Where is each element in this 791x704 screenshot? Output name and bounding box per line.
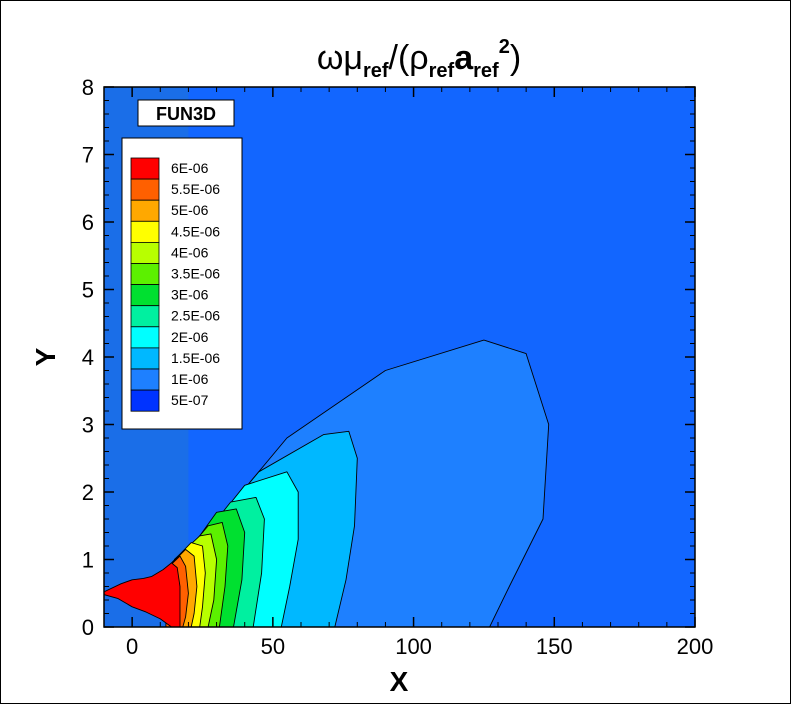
legend-swatch: [130, 368, 160, 391]
title-part: ref: [363, 60, 389, 82]
legend-label: 4.5E-06: [171, 223, 220, 239]
legend-swatch: [130, 284, 160, 307]
x-axis-label: X: [390, 666, 409, 697]
legend-swatch: [130, 263, 160, 286]
legend-swatch: [130, 220, 160, 243]
y-tick-label: 2: [82, 480, 94, 505]
legend-swatch: [130, 157, 160, 180]
legend-label: 2.5E-06: [171, 308, 220, 324]
title-part: ωμ: [317, 39, 363, 77]
legend-swatch: [130, 199, 160, 222]
legend-swatch: [130, 241, 160, 264]
y-tick-label: 6: [82, 210, 94, 235]
legend-swatch: [130, 326, 160, 349]
x-tick-label: 50: [261, 634, 285, 659]
legend-label: 4E-06: [171, 244, 209, 260]
legend-items: 6E-06 5.5E-06 5E-06 4.5E-06 4E-06 3.5E-06 3E-0…: [130, 157, 220, 412]
legend-label: 5.5E-06: [171, 181, 220, 197]
x-tick-label: 100: [395, 634, 432, 659]
y-tick-label: 0: [82, 615, 94, 640]
y-tick-label: 1: [82, 548, 94, 573]
x-tick-label: 200: [677, 634, 714, 659]
title-part: a: [454, 39, 474, 77]
y-tick-label: 4: [82, 345, 94, 370]
contour-levels: [104, 339, 550, 627]
legend-label: 1.5E-06: [171, 350, 220, 366]
title-part: /(ρ: [389, 39, 429, 77]
y-tick-label: 7: [82, 143, 94, 168]
title-part: 2: [499, 36, 510, 58]
legend-label: 3E-06: [171, 287, 209, 303]
y-tick-label: 5: [82, 278, 94, 303]
fun3d-badge: FUN3D: [137, 99, 235, 127]
chart-title: ωμref/(ρrefaref2): [317, 36, 521, 82]
legend-label: 1E-06: [171, 371, 209, 387]
legend-label: 5E-07: [171, 392, 209, 408]
legend-swatch: [130, 389, 160, 412]
y-tick-label: 8: [82, 75, 94, 100]
legend-swatch: [130, 305, 160, 328]
legend-label: 6E-06: [171, 160, 209, 176]
y-ticks: 0 1 2 3 4 5 6 7 8: [82, 75, 695, 640]
legend-label: 2E-06: [171, 329, 209, 345]
x-ticks: 0 50 100 150 200: [103, 87, 714, 659]
legend-label: 5E-06: [171, 202, 209, 218]
x-tick-label: 150: [536, 634, 573, 659]
title-part: ref: [473, 60, 499, 82]
legend-swatch: [130, 347, 160, 370]
contour-level-0.000006: [104, 562, 181, 627]
legend: 6E-06 5.5E-06 5E-06 4.5E-06 4E-06 3.5E-06 3E-0…: [121, 137, 243, 430]
x-tick-label: 0: [126, 634, 138, 659]
title-part: ): [510, 39, 521, 77]
legend-label: 3.5E-06: [171, 266, 220, 282]
fun3d-badge-text: FUN3D: [156, 104, 216, 124]
legend-swatch: [130, 178, 160, 201]
title-part: ref: [429, 60, 455, 82]
y-tick-label: 3: [82, 413, 94, 438]
y-axis-label: Y: [30, 347, 61, 366]
